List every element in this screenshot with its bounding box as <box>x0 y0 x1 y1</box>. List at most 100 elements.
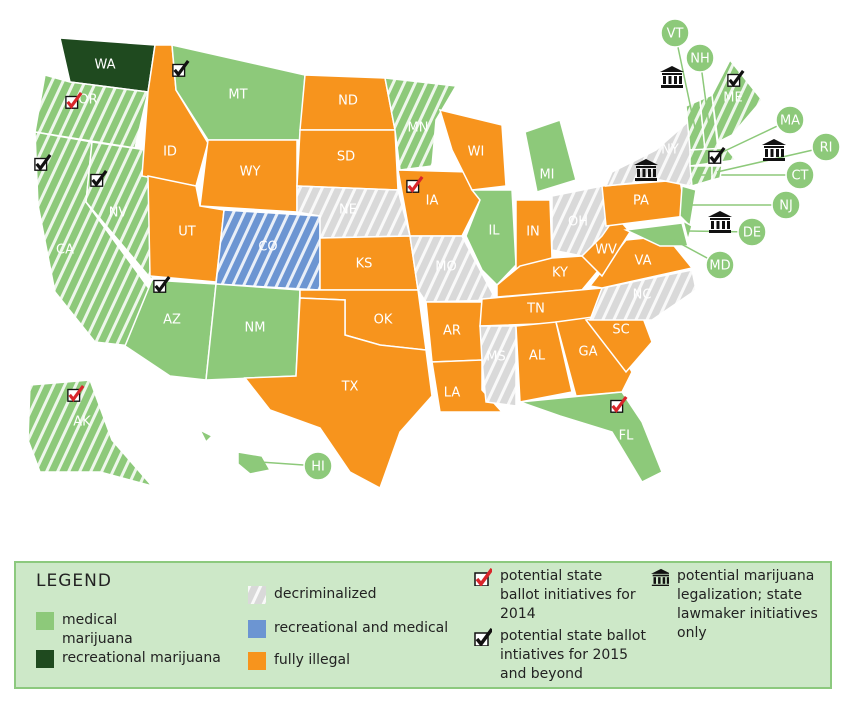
state-label: IA <box>426 194 439 209</box>
state-label: NC <box>633 288 652 303</box>
state-label: TN <box>526 302 545 317</box>
state-label: IL <box>488 224 500 239</box>
state-label: AL <box>529 349 546 364</box>
icon <box>660 66 684 88</box>
legend-swatch <box>36 650 54 668</box>
state-shape <box>237 451 272 475</box>
state-label: NE <box>339 203 357 218</box>
legend-swatch <box>248 586 266 604</box>
state-label: AK <box>73 415 91 430</box>
state-hatch <box>712 166 722 180</box>
state-label: SC <box>612 323 629 338</box>
state-label: OK <box>374 313 393 328</box>
callout-circle <box>785 160 815 190</box>
legend-swatch <box>474 628 492 646</box>
state-label: CO <box>258 240 277 255</box>
legend-item: potential marijuana legalization; state … <box>651 567 847 643</box>
state-hatch <box>606 120 700 186</box>
legend-label: recreational and medical <box>274 620 449 636</box>
legend-label: medical marijuana <box>62 612 133 647</box>
state-label: HI <box>311 460 325 475</box>
callout-circle <box>705 250 735 280</box>
state-label: ID <box>163 145 177 160</box>
state-label: OH <box>568 215 588 230</box>
callout-circle <box>303 451 333 481</box>
legend-item: decriminalized <box>248 585 474 604</box>
state-label: WI <box>468 145 485 160</box>
state-label: NM <box>245 321 266 336</box>
state-label: PA <box>633 194 649 209</box>
state-label: VT <box>667 27 684 42</box>
state-shape <box>623 222 689 247</box>
state-label: WY <box>240 165 261 180</box>
state-label: ME <box>723 91 742 106</box>
state-label: MS <box>486 350 505 365</box>
legend-label: potential state ballot intiatives for 20… <box>500 628 646 682</box>
callout-circle <box>775 105 805 135</box>
state-hatch <box>297 186 410 238</box>
state-label: TX <box>341 380 359 395</box>
legend: LEGEND medical marijuana recreational mar… <box>14 561 832 689</box>
callout-line <box>674 32 696 129</box>
state-label: FL <box>619 429 634 444</box>
callout-circle <box>737 217 767 247</box>
state-hatch <box>216 210 320 290</box>
state-label: OR <box>78 93 97 108</box>
state-label: VA <box>635 254 652 269</box>
state-label: GA <box>579 345 598 360</box>
state-hatch <box>590 270 696 320</box>
state-hatch <box>410 236 496 302</box>
legend-label: fully illegal <box>274 652 350 668</box>
state-label: CA <box>56 243 74 258</box>
state-label: CT <box>791 169 808 184</box>
legend-item: medical marijuana <box>36 611 192 649</box>
state-label: NJ <box>779 199 793 214</box>
state-shape <box>465 189 517 287</box>
state-label: NH <box>690 52 710 67</box>
state-shape <box>243 297 433 490</box>
legend-item: recreational and medical <box>248 619 484 638</box>
state-hatch <box>35 75 148 148</box>
state-label: IN <box>526 225 540 240</box>
state-hatch <box>686 100 705 150</box>
state-hatch <box>712 60 762 142</box>
state-label: RI <box>820 141 833 156</box>
legend-item: recreational marijuana <box>36 649 232 668</box>
legend-swatch <box>36 612 54 630</box>
icon <box>708 211 732 233</box>
state-hatch <box>552 186 612 256</box>
legend-label: potential marijuana legalization; state … <box>677 568 818 641</box>
legend-item: potential state ballot intiatives for 20… <box>474 627 650 684</box>
legend-swatch <box>248 652 266 670</box>
callout-circle <box>771 190 801 220</box>
state-label: MO <box>435 260 456 275</box>
state-label: MD <box>709 259 730 274</box>
state-label: SD <box>337 150 355 165</box>
state-label: WV <box>595 243 617 258</box>
state-label: KY <box>552 266 568 281</box>
state-hatch <box>480 326 516 406</box>
state-label: NY <box>661 143 679 158</box>
state-label: ND <box>338 94 358 109</box>
map: WA OR CA NV ID MT WY UT CO AZ NM ND SD NE KS OK TX MN IA MO… <box>27 18 841 490</box>
state-label: MI <box>539 168 554 183</box>
state-hatch <box>690 166 712 186</box>
legend-item: fully illegal <box>248 651 474 670</box>
state-shape <box>681 219 693 243</box>
state-shape <box>198 428 214 444</box>
state-shape <box>124 279 217 381</box>
legend-swatch <box>248 620 266 638</box>
legend-label: recreational marijuana <box>62 650 221 666</box>
state-label: LA <box>444 386 461 401</box>
legend-swatch <box>474 568 492 586</box>
state-label: MT <box>228 88 247 103</box>
state-label: UT <box>178 225 196 240</box>
state-label: KS <box>356 257 373 272</box>
state-label: NV <box>109 206 128 221</box>
state-hatch <box>28 380 152 486</box>
callout-circle <box>685 43 715 73</box>
state-shape <box>519 391 663 483</box>
state-shape <box>515 321 573 403</box>
legend-item: potential state ballot initiatives for 2… <box>474 567 640 624</box>
